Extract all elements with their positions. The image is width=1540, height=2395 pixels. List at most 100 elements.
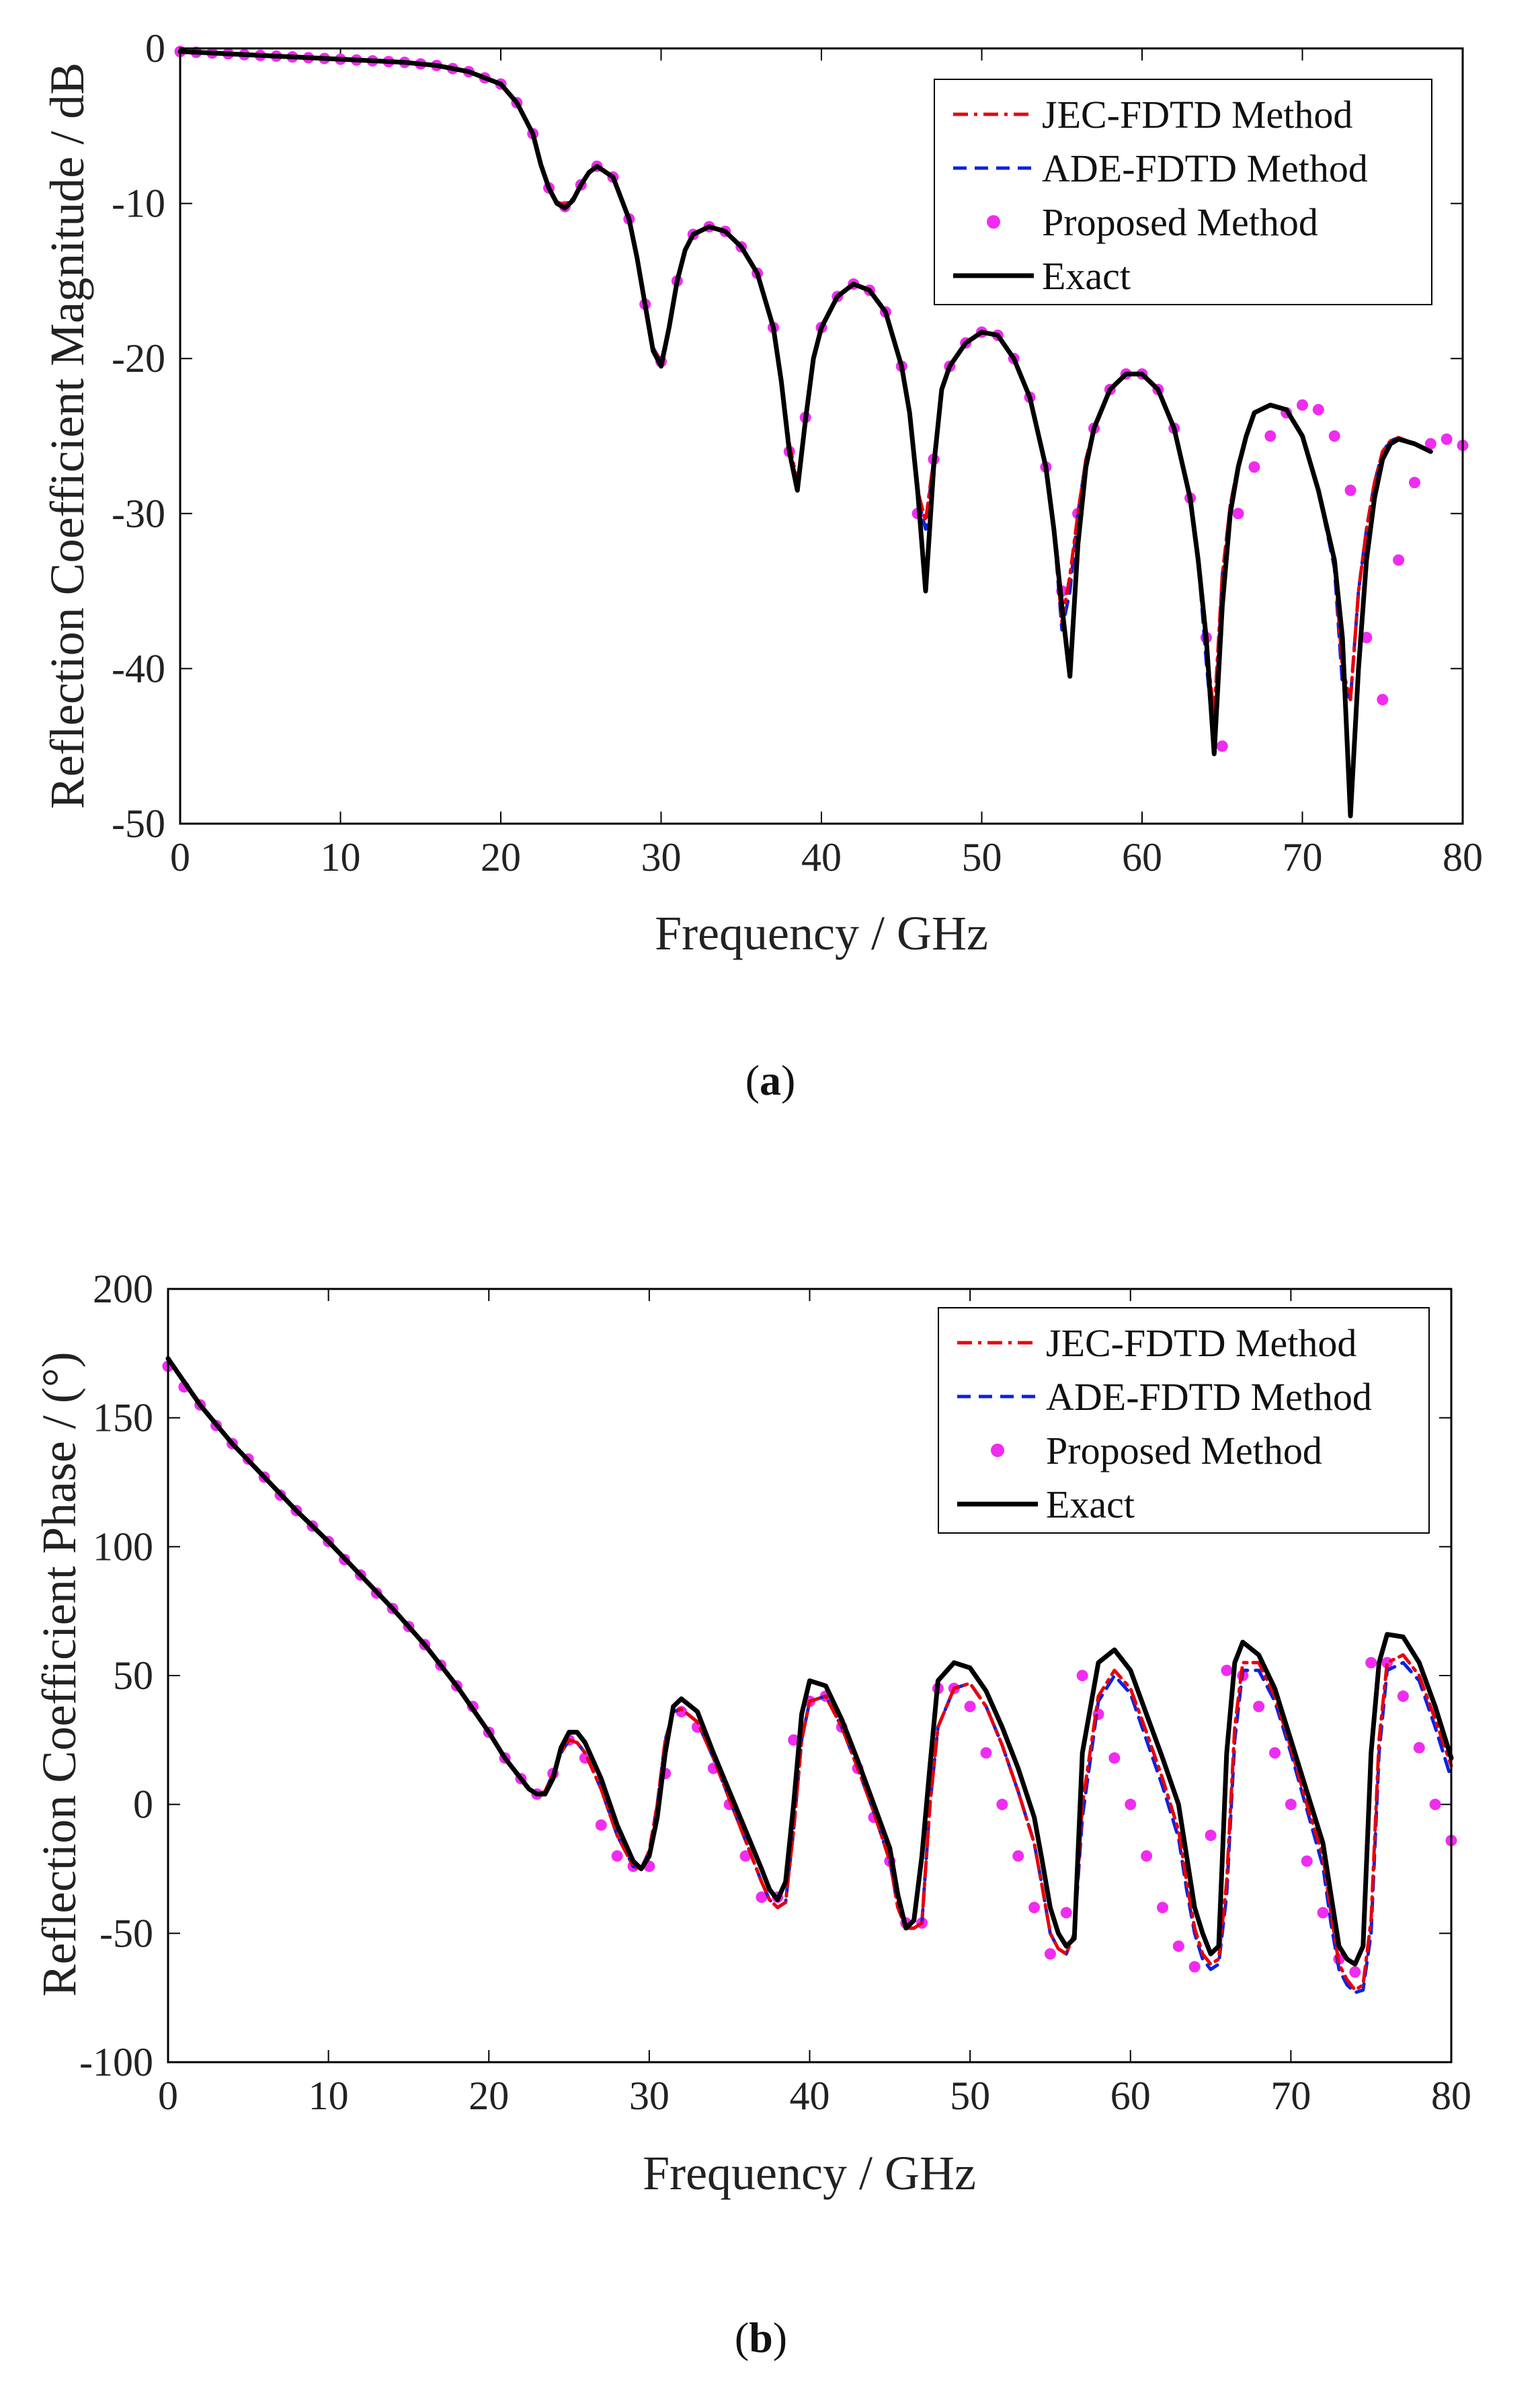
data-point-proposed-method bbox=[739, 1850, 752, 1862]
y-tick-label-a: -50 bbox=[112, 801, 165, 846]
data-point-proposed-method bbox=[1141, 1850, 1153, 1862]
x-tick-label-a: 20 bbox=[481, 835, 521, 879]
data-point-proposed-method bbox=[1301, 1855, 1313, 1867]
y-tick-label-b: 50 bbox=[113, 1653, 153, 1698]
data-point-proposed-method bbox=[1424, 438, 1436, 450]
legend-label-ade-fdtd-method: ADE-FDTD Method bbox=[1046, 1375, 1372, 1419]
x-tick-label-a: 80 bbox=[1443, 835, 1483, 879]
caption-a: (a) bbox=[745, 1056, 796, 1104]
y-tick-label-b: 0 bbox=[133, 1782, 153, 1827]
caption-letter-b: b bbox=[749, 2314, 773, 2361]
data-point-proposed-method bbox=[788, 1734, 800, 1746]
series-proposed-method-b bbox=[162, 1360, 1457, 1978]
x-tick-label-a: 10 bbox=[321, 835, 361, 879]
data-point-proposed-method bbox=[1377, 694, 1389, 706]
legend-label-exact: Exact bbox=[1046, 1483, 1135, 1526]
x-tick-label-b: 20 bbox=[469, 2074, 509, 2118]
x-tick-label-a: 30 bbox=[641, 835, 682, 879]
data-point-proposed-method bbox=[1044, 1948, 1056, 1960]
data-point-proposed-method bbox=[1397, 1690, 1409, 1702]
x-tick-label-b: 30 bbox=[629, 2074, 670, 2118]
data-point-proposed-method bbox=[1317, 1907, 1329, 1919]
data-point-proposed-method bbox=[1312, 403, 1324, 416]
legend-b: JEC-FDTD Method ADE-FDTD Method Proposed M… bbox=[938, 1307, 1430, 1534]
data-point-proposed-method bbox=[980, 1747, 992, 1759]
series-line-exact-a bbox=[177, 49, 1433, 818]
data-point-proposed-method bbox=[1393, 554, 1405, 566]
x-tick-label-a: 40 bbox=[801, 835, 842, 879]
x-tick-label-b: 40 bbox=[790, 2074, 830, 2118]
data-point-proposed-method bbox=[1125, 1799, 1137, 1811]
data-point-proposed-method bbox=[1365, 1657, 1377, 1669]
x-tick-label-a: 70 bbox=[1283, 835, 1323, 879]
legend-swatch-proposed-method bbox=[987, 215, 1000, 229]
legend-label-ade-fdtd-method: ADE-FDTD Method bbox=[1042, 147, 1368, 190]
data-point-proposed-method bbox=[1349, 1966, 1361, 1978]
caption-letter-a: a bbox=[760, 1056, 781, 1104]
x-tick-label-b: 70 bbox=[1270, 2074, 1311, 2118]
legend-a: JEC-FDTD Method ADE-FDTD Method Proposed M… bbox=[934, 79, 1432, 305]
plot-frame-b bbox=[167, 1288, 1453, 2064]
data-point-proposed-method bbox=[1108, 1752, 1121, 1764]
x-tick-label-b: 60 bbox=[1110, 2074, 1151, 2118]
data-point-proposed-method bbox=[1408, 477, 1420, 489]
y-tick-label-b: 150 bbox=[93, 1396, 153, 1440]
data-point-proposed-method bbox=[996, 1799, 1008, 1811]
data-point-proposed-method bbox=[964, 1700, 976, 1713]
caption-b: (b) bbox=[735, 2314, 787, 2361]
x-tick-label-b: 80 bbox=[1431, 2074, 1471, 2118]
data-point-proposed-method bbox=[595, 1819, 607, 1831]
y-tick-label-a: -30 bbox=[112, 492, 165, 536]
legend-label-proposed-method: Proposed Method bbox=[1046, 1429, 1322, 1473]
series-line-exact-b bbox=[165, 1356, 1454, 1967]
data-point-proposed-method bbox=[1361, 631, 1373, 643]
data-point-proposed-method bbox=[1216, 740, 1228, 752]
x-tick-label-b: 0 bbox=[158, 2074, 178, 2118]
y-tick-label-b: -100 bbox=[79, 2040, 153, 2084]
legend-label-proposed-method: Proposed Method bbox=[1042, 200, 1318, 244]
data-point-proposed-method bbox=[1060, 1907, 1072, 1919]
x-tick-label-b: 50 bbox=[950, 2074, 990, 2118]
data-point-proposed-method bbox=[1076, 1670, 1088, 1682]
x-tick-label-a: 50 bbox=[962, 835, 1002, 879]
legend-box-b bbox=[938, 1307, 1430, 1534]
y-tick-label-b: 100 bbox=[93, 1524, 153, 1569]
y-axis-label-a: Reflection Coefficient Magnitude / dB bbox=[40, 63, 94, 809]
y-tick-label-a: -10 bbox=[112, 182, 165, 226]
y-tick-label-a: -20 bbox=[112, 336, 165, 381]
y-axis-label-b: Reflection Coefficient Phase / (°) bbox=[32, 1351, 86, 1996]
data-point-proposed-method bbox=[1297, 399, 1308, 411]
data-point-proposed-method bbox=[1269, 1747, 1281, 1759]
panel-a-magnitude-chart: 0 10 20 30 40 50 60 70 80 0 -10 -20 -30 -40 -50 Freque… bbox=[40, 26, 1483, 1104]
y-tick-label-a: -40 bbox=[112, 646, 165, 691]
legend-box-a bbox=[934, 79, 1432, 305]
data-point-proposed-method bbox=[1429, 1799, 1441, 1811]
data-point-proposed-method bbox=[756, 1891, 768, 1903]
x-axis-label-a: Frequency / GHz bbox=[655, 906, 988, 960]
y-tick-label-a: 0 bbox=[145, 26, 165, 71]
data-point-proposed-method bbox=[1248, 461, 1260, 473]
data-point-proposed-method bbox=[1285, 1799, 1297, 1811]
legend-label-exact: Exact bbox=[1042, 254, 1131, 298]
panel-b-phase-chart: 0 10 20 30 40 50 60 70 80 200 150 100 50 0 -50 -100 Fre… bbox=[32, 1267, 1471, 2361]
data-point-proposed-method bbox=[1012, 1850, 1024, 1862]
y-tick-label-b: -50 bbox=[99, 1911, 153, 1955]
data-point-proposed-method bbox=[1028, 1901, 1041, 1914]
data-point-proposed-method bbox=[1344, 484, 1356, 496]
data-point-proposed-method bbox=[1328, 430, 1340, 442]
data-point-proposed-method bbox=[1221, 1664, 1233, 1676]
legend-label-jec-fdtd-method: JEC-FDTD Method bbox=[1042, 93, 1352, 136]
data-point-proposed-method bbox=[1264, 430, 1276, 442]
data-point-proposed-method bbox=[1188, 1961, 1201, 1973]
data-point-proposed-method bbox=[1441, 433, 1453, 445]
data-point-proposed-method bbox=[1156, 1901, 1168, 1914]
data-point-proposed-method bbox=[1232, 508, 1244, 520]
x-tick-label-a: 60 bbox=[1122, 835, 1162, 879]
x-tick-label-a: 0 bbox=[170, 835, 190, 879]
data-point-proposed-method bbox=[611, 1850, 623, 1862]
data-point-proposed-method bbox=[1253, 1700, 1265, 1713]
legend-label-jec-fdtd-method: JEC-FDTD Method bbox=[1046, 1321, 1356, 1365]
data-point-proposed-method bbox=[1172, 1940, 1184, 1952]
data-point-proposed-method bbox=[1413, 1741, 1425, 1754]
